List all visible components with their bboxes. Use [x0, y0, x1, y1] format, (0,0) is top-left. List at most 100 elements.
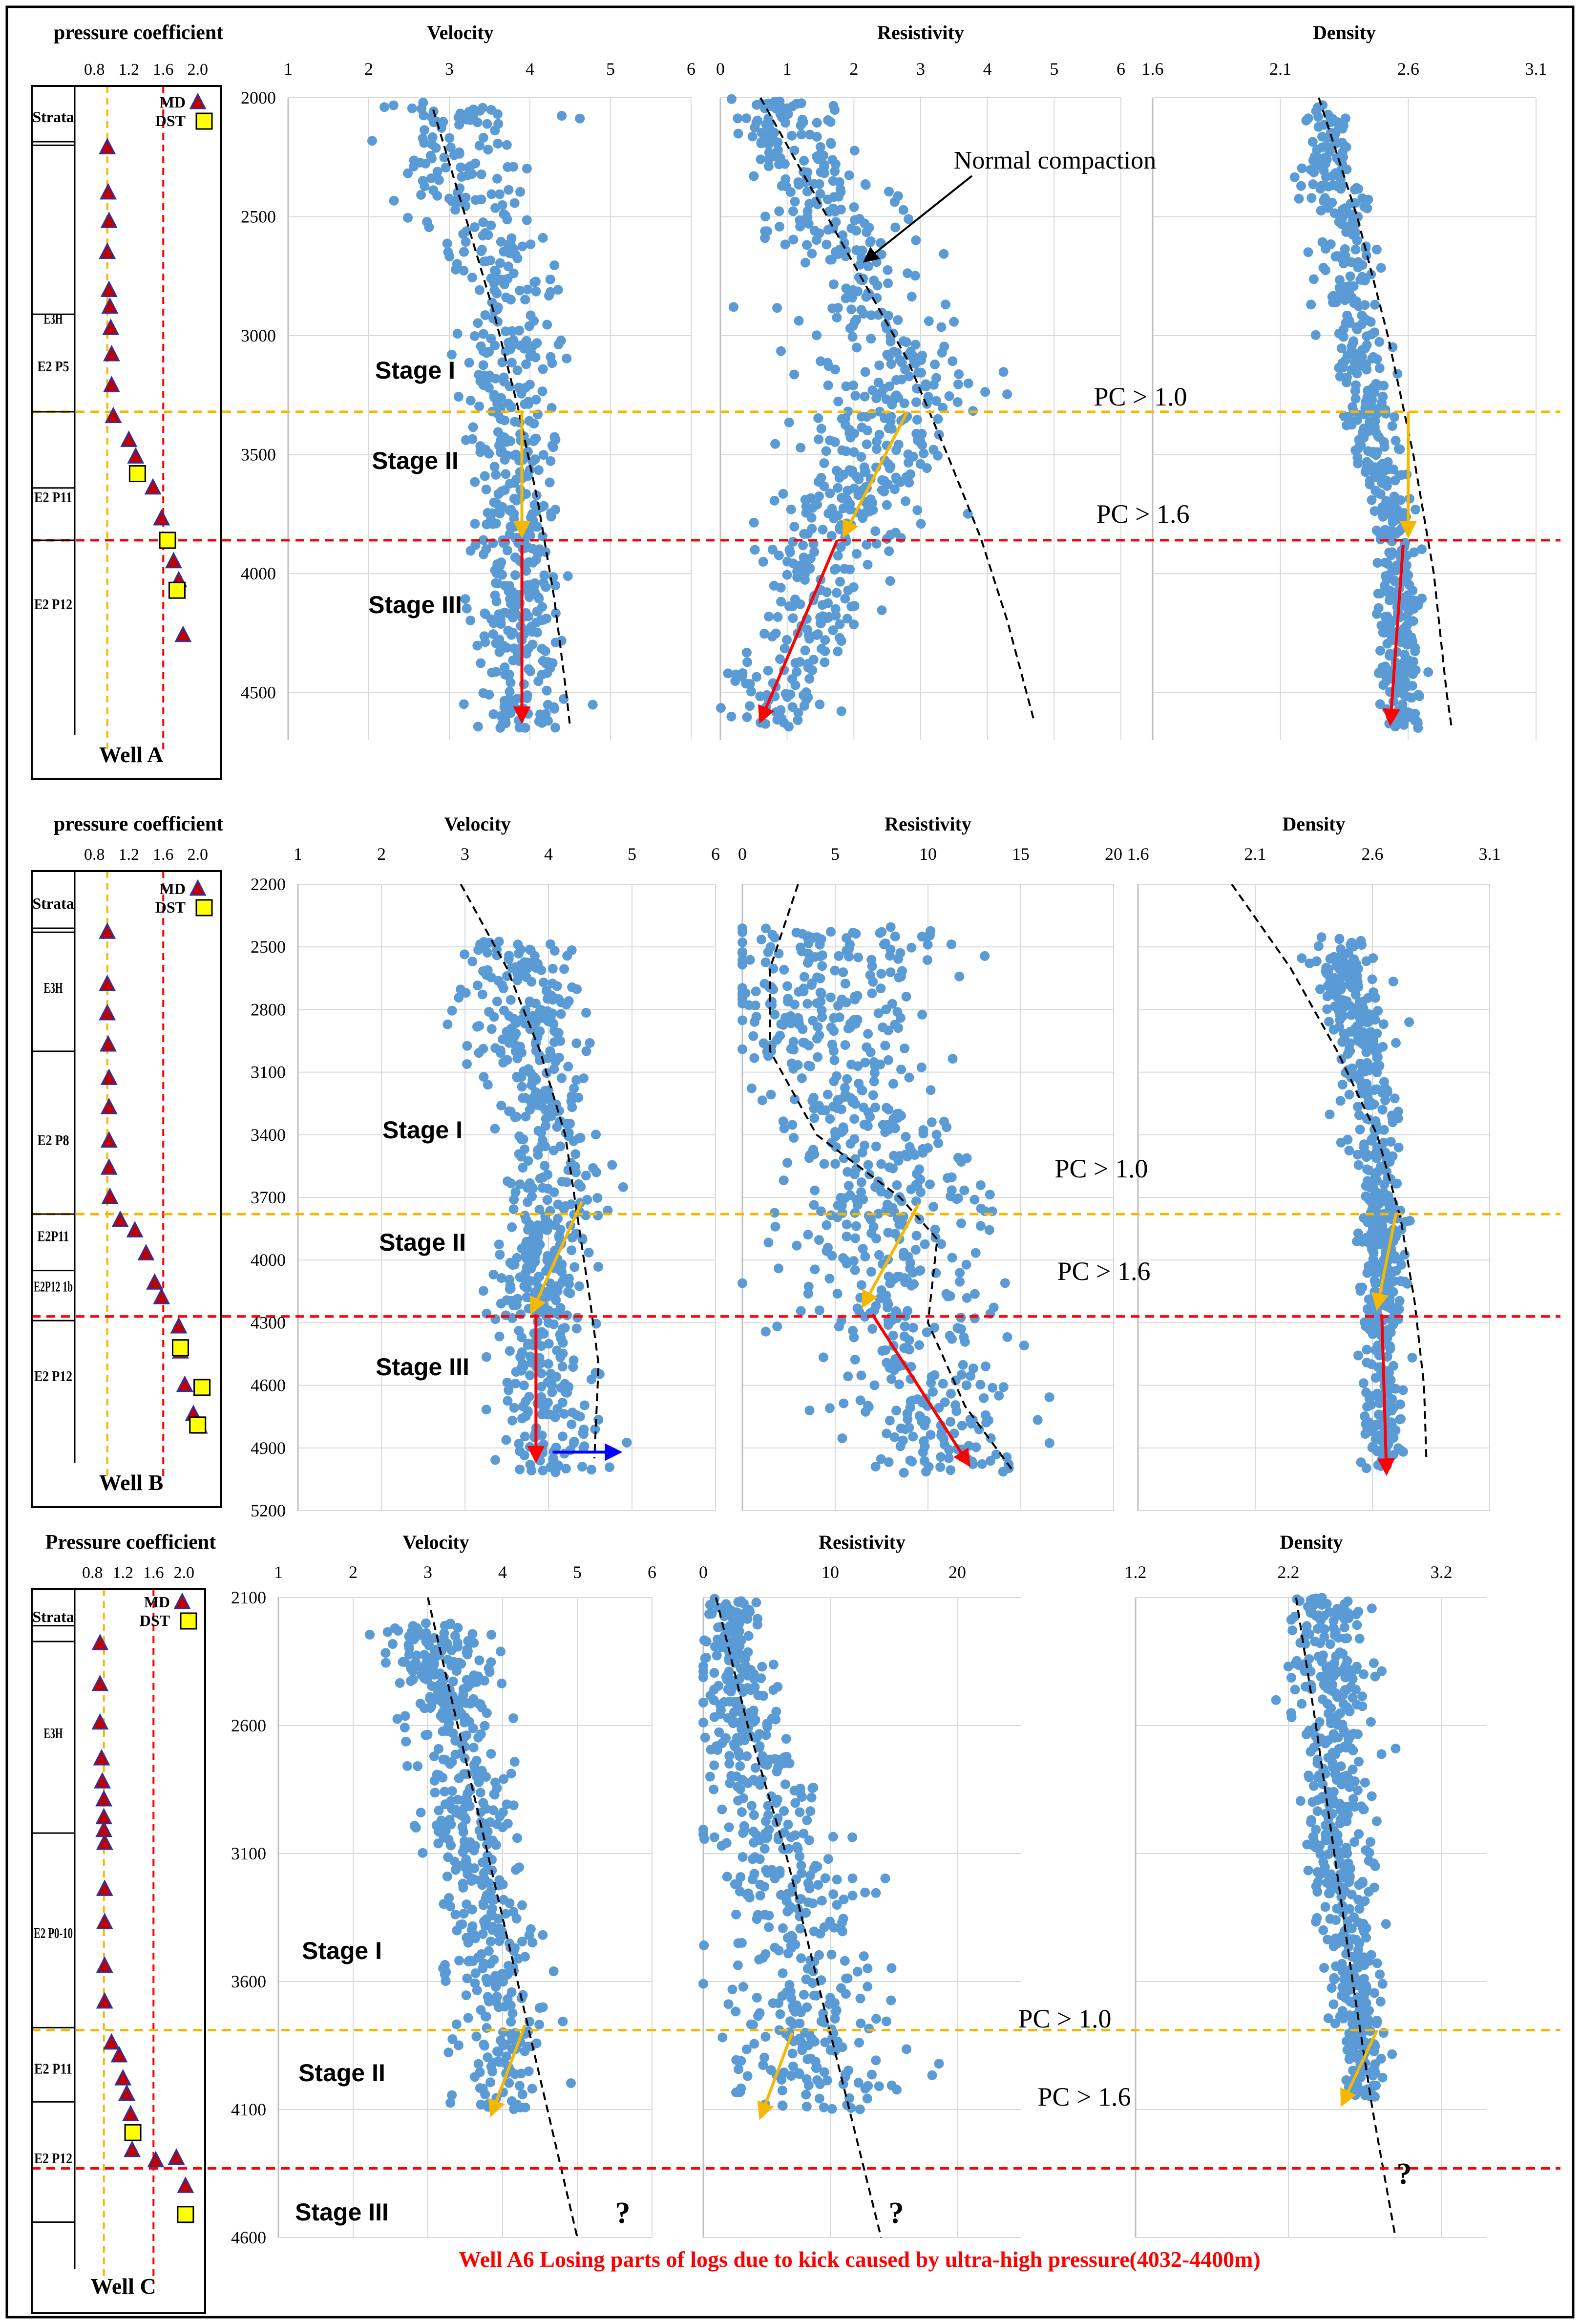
data-point	[830, 604, 841, 614]
data-point	[837, 1200, 847, 1211]
data-point	[742, 1670, 753, 1681]
data-point	[833, 1095, 843, 1105]
data-point	[857, 422, 867, 432]
data-point	[874, 1250, 884, 1260]
data-point	[571, 1075, 582, 1085]
data-point	[770, 933, 780, 943]
data-point	[709, 1832, 719, 1842]
data-point	[1410, 642, 1420, 653]
data-point	[898, 1435, 908, 1446]
data-point	[421, 1618, 431, 1628]
data-point	[485, 1936, 496, 1946]
data-point	[450, 1909, 461, 1919]
data-point	[893, 1155, 904, 1166]
data-point	[503, 261, 513, 272]
data-point	[764, 612, 774, 621]
data-point	[918, 1129, 928, 1139]
data-point	[783, 1819, 793, 1830]
data-point	[819, 612, 829, 622]
data-point	[837, 1926, 847, 1937]
data-point	[1354, 998, 1365, 1008]
data-point	[775, 1866, 785, 1876]
data-point	[767, 1865, 777, 1875]
data-point	[1366, 1717, 1376, 1727]
data-point	[726, 1771, 737, 1781]
data-point	[801, 2101, 812, 2111]
data-point	[462, 1059, 472, 1069]
data-point	[928, 445, 939, 455]
data-point	[863, 1029, 873, 1039]
data-point	[504, 2078, 514, 2088]
data-point	[833, 1001, 843, 1011]
data-point	[922, 1327, 932, 1338]
data-point	[538, 656, 548, 666]
data-point	[846, 223, 857, 234]
data-point	[500, 662, 510, 672]
data-point	[843, 1371, 853, 1382]
data-point	[759, 1881, 769, 1892]
data-point	[778, 1968, 788, 1978]
data-point	[1340, 251, 1350, 261]
data-point	[828, 625, 838, 635]
data-point	[459, 1836, 469, 1846]
data-point	[483, 508, 493, 518]
data-point	[745, 1685, 756, 1695]
data-point	[819, 2067, 829, 2077]
data-point	[1372, 1447, 1383, 1456]
data-point	[1382, 509, 1392, 519]
data-point	[512, 365, 523, 375]
data-point	[457, 1822, 467, 1832]
data-point	[521, 1215, 531, 1225]
data-point	[941, 1289, 951, 1299]
data-point	[491, 597, 502, 607]
data-point	[853, 2078, 864, 2088]
data-point	[889, 484, 900, 494]
data-point	[390, 1623, 400, 1633]
data-point	[1312, 1806, 1323, 1816]
data-point	[510, 608, 520, 618]
data-point	[969, 1313, 980, 1323]
data-point	[490, 1455, 501, 1465]
data-point	[1335, 1096, 1346, 1106]
data-point	[447, 1005, 457, 1016]
data-point	[565, 1119, 575, 1129]
data-point	[409, 1821, 420, 1831]
data-point	[532, 607, 542, 617]
data-point	[548, 1966, 559, 1976]
data-point	[542, 1255, 552, 1265]
data-point	[461, 192, 471, 203]
data-point	[786, 1058, 797, 1068]
data-point	[892, 1272, 903, 1281]
data-point	[1336, 944, 1346, 954]
data-point	[507, 2008, 518, 2018]
data-point	[1349, 1837, 1360, 1847]
data-point	[478, 1286, 488, 1296]
data-point	[506, 241, 516, 252]
data-point	[1380, 557, 1390, 568]
data-point	[431, 1820, 442, 1831]
data-point	[489, 462, 500, 472]
data-point	[439, 1628, 449, 1638]
data-point	[887, 999, 897, 1009]
data-point	[975, 1180, 986, 1190]
data-point	[568, 1362, 578, 1372]
data-point	[501, 292, 511, 302]
data-point	[860, 179, 870, 189]
data-point	[821, 446, 831, 456]
data-point	[807, 1096, 818, 1106]
data-point	[832, 312, 842, 322]
data-point	[781, 1987, 792, 1997]
data-point	[1382, 623, 1392, 633]
data-point	[367, 136, 377, 146]
data-point	[1342, 289, 1351, 299]
data-point	[779, 1175, 789, 1186]
data-point	[782, 1158, 793, 1168]
data-point	[475, 1699, 485, 1709]
data-point	[808, 1783, 819, 1792]
data-point	[1353, 1729, 1363, 1739]
data-point	[510, 1112, 520, 1122]
data-point	[790, 658, 801, 668]
data-point	[756, 935, 766, 945]
data-point	[505, 686, 515, 697]
data-point	[1323, 981, 1333, 991]
